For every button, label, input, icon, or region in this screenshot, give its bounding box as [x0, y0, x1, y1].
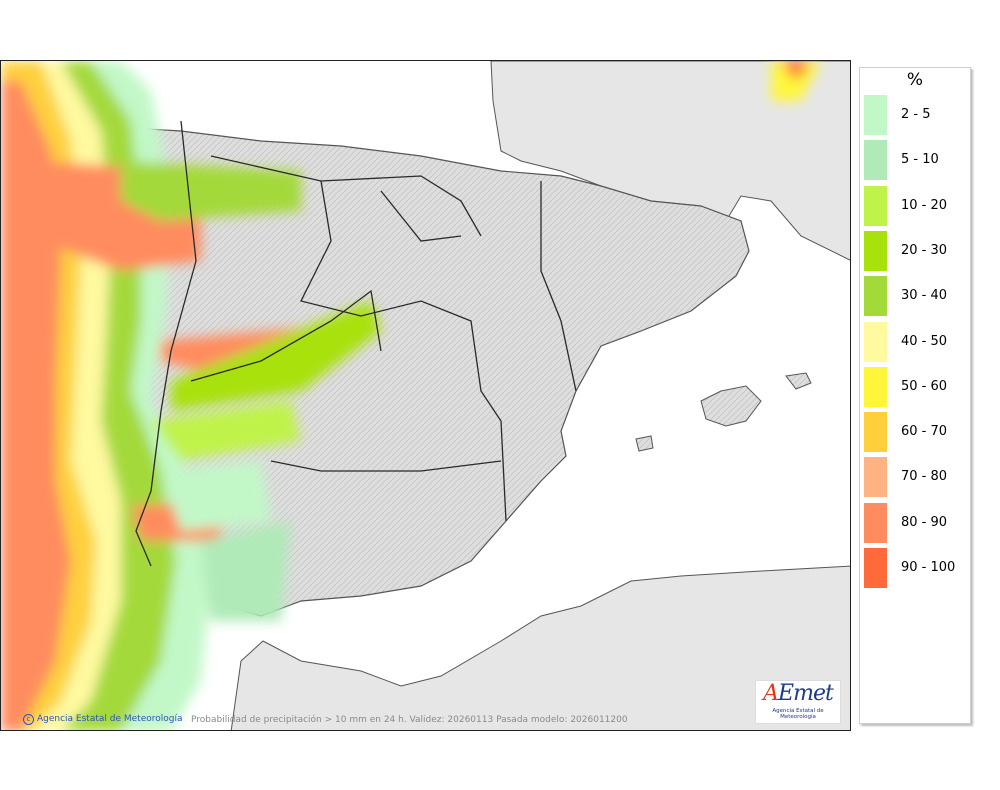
africa-landmass: [230, 565, 850, 730]
legend-label: 40 - 50: [901, 333, 948, 349]
legend-swatch: [864, 230, 887, 271]
legend-label: 2 - 5: [901, 107, 931, 122]
legend-item: 30 - 40: [864, 276, 968, 317]
menorca-island: [785, 372, 812, 390]
legend-item: 40 - 50: [864, 321, 968, 362]
legend-label: 20 - 30: [901, 242, 948, 258]
aemet-logo-wordmark: AEmet: [763, 681, 834, 706]
legend-swatch: [864, 412, 887, 453]
legend-label: 10 - 20: [901, 197, 948, 213]
map-caption: Probabilidad de precipitación > 10 mm en…: [191, 715, 628, 725]
ibiza-island: [635, 435, 654, 452]
copyright-icon: c: [23, 714, 34, 725]
legend-item: 80 - 90: [864, 502, 968, 543]
legend-panel: % 2 - 5 5 - 10 10 - 20 20 - 30 30 - 40 40 - 5…: [859, 67, 971, 724]
legend-label: 30 - 40: [901, 288, 948, 304]
legend-swatch: [864, 321, 887, 362]
region-borders: [135, 120, 577, 567]
legend-label: 70 - 80: [901, 469, 948, 485]
legend-item: 50 - 60: [864, 366, 968, 407]
legend-item: 2 - 5: [864, 95, 968, 135]
legend-swatch: [864, 185, 887, 226]
legend-swatch: [864, 502, 887, 543]
map-canvas: [1, 61, 850, 730]
legend-label: 50 - 60: [901, 378, 948, 394]
aemet-logo: AEmet Agencia Estatal de Meteorología: [755, 680, 841, 724]
legend-item: 5 - 10: [864, 140, 968, 181]
legend-unit: %: [906, 70, 924, 90]
legend-item: 90 - 100: [864, 548, 968, 588]
mallorca-island: [700, 385, 762, 427]
legend-item: 60 - 70: [864, 412, 968, 453]
legend-swatch: [864, 95, 887, 135]
aemet-logo-subtitle: Agencia Estatal de Meteorología: [772, 708, 824, 720]
credit-text: Agencia Estatal de Meteorología: [37, 714, 183, 724]
legend-label: 60 - 70: [901, 424, 948, 440]
legend-swatch: [864, 548, 887, 588]
legend-swatch: [864, 457, 887, 498]
agency-credit: c Agencia Estatal de Meteorología: [23, 714, 183, 725]
legend-item: 20 - 30: [864, 230, 968, 271]
legend-swatch: [864, 276, 887, 317]
legend-swatch: [864, 140, 887, 181]
legend-label: 5 - 10: [901, 152, 939, 168]
legend-item: 10 - 20: [864, 185, 968, 226]
legend-label: 80 - 90: [901, 514, 948, 530]
legend-item: 70 - 80: [864, 457, 968, 498]
probability-map: c Agencia Estatal de Meteorología Probabi…: [0, 60, 851, 731]
probability-shading: [1, 61, 821, 730]
legend-label: 90 - 100: [901, 560, 956, 575]
legend-swatch: [864, 366, 887, 407]
